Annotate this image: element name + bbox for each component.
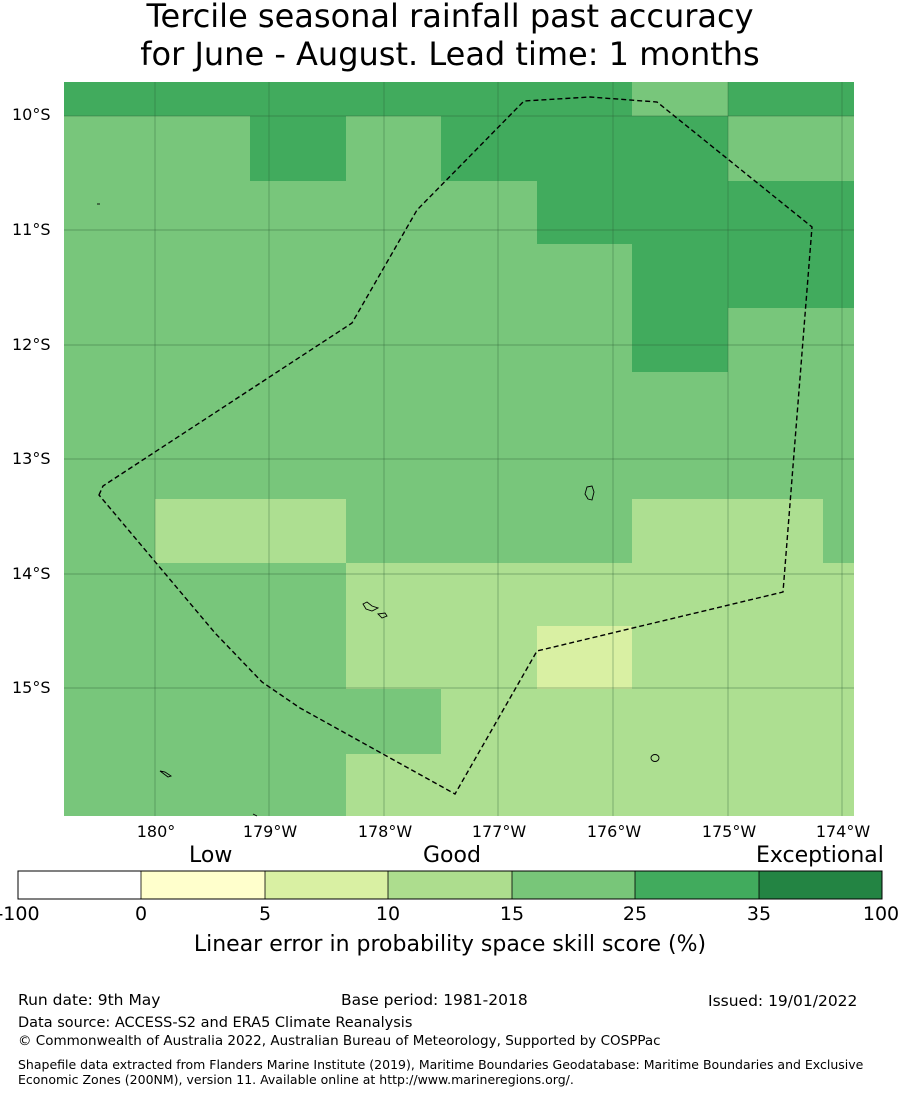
- lat-label-12s: 12°S: [12, 335, 51, 354]
- island-3: [377, 612, 388, 619]
- colorbar-category-exceptional: Exceptional: [756, 843, 884, 868]
- cell-central-dark-2: [632, 308, 728, 372]
- cell-top-light: [632, 82, 728, 116]
- colorbar-segment-3: [265, 871, 388, 899]
- colorbar-category-low: Low: [189, 843, 233, 868]
- cell-top-band: [64, 82, 632, 116]
- colorbar-segment-1: [18, 871, 141, 899]
- colorbar-tick: 10: [375, 903, 401, 925]
- skill-cells: [64, 82, 854, 816]
- cell-north-dark: [441, 116, 728, 181]
- cell-west-dark: [250, 116, 346, 181]
- lat-label-13s: 13°S: [12, 449, 51, 468]
- issued-date: Issued: 19/01/2022: [708, 992, 858, 1010]
- colorbar-tick: 5: [258, 903, 272, 925]
- cell-south-light-3: [632, 626, 854, 689]
- lon-label-178w: 178°W: [357, 822, 413, 841]
- lon-label-180: 180°: [136, 822, 176, 841]
- colorbar-tick: -100: [0, 903, 40, 925]
- cell-south-light: [346, 563, 854, 626]
- island-1: [584, 485, 595, 501]
- cell-south-light-5: [346, 754, 854, 816]
- colorbar-segment-5: [512, 871, 635, 899]
- colorbar-category-good: Good: [423, 843, 481, 868]
- island-4: [650, 754, 660, 762]
- cell-east-light: [632, 499, 823, 563]
- colorbar-tick: 35: [746, 903, 772, 925]
- colorbar-tick: 15: [499, 903, 525, 925]
- colorbar-segment-7: [759, 871, 882, 899]
- colorbar-tick: 25: [622, 903, 648, 925]
- chart-title-line-2: for June - August. Lead time: 1 months: [140, 35, 760, 73]
- copyright: © Commonwealth of Australia 2022, Austra…: [18, 1033, 661, 1049]
- lon-label-177w: 177°W: [471, 822, 527, 841]
- cell-south-light-2: [346, 626, 537, 689]
- lat-label-10s: 10°S: [12, 105, 51, 124]
- cell-top-right: [728, 82, 854, 116]
- lon-label-179w: 179°W: [242, 822, 298, 841]
- cell-central-dark: [632, 244, 728, 308]
- eez-boundary: [98, 96, 813, 795]
- colorbar-segment-6: [635, 871, 759, 899]
- colorbar-tick: 100: [862, 903, 900, 925]
- colorbar: [17, 870, 883, 900]
- graticule: [64, 82, 854, 816]
- island-2: [362, 601, 380, 612]
- cell-north-dark-2: [537, 181, 854, 244]
- lon-label-175w: 175°W: [701, 822, 757, 841]
- cell-south-light-4: [441, 689, 854, 754]
- base-period: Base period: 1981-2018: [341, 991, 528, 1009]
- cell-pale: [537, 626, 632, 689]
- lon-label-176w: 176°W: [586, 822, 642, 841]
- lat-label-14s: 14°S: [12, 564, 51, 583]
- cell-east-dark: [728, 244, 854, 308]
- island-7: [252, 813, 258, 817]
- lat-label-11s: 11°S: [12, 220, 51, 239]
- islands: [97, 203, 660, 817]
- shapefile-note: Shapefile data extracted from Flanders M…: [18, 1057, 864, 1087]
- colorbar-label: Linear error in probability space skill …: [193, 932, 707, 957]
- island-5: [159, 770, 173, 778]
- data-source: Data source: ACCESS-S2 and ERA5 Climate …: [18, 1015, 413, 1031]
- lat-label-15s: 15°S: [12, 678, 51, 697]
- colorbar-segment-2: [141, 871, 265, 899]
- run-date: Run date: 9th May: [18, 991, 161, 1009]
- colorbar-tick: 0: [134, 903, 148, 925]
- lon-label-174w: 174°W: [815, 822, 871, 841]
- chart-title-line-1: Tercile seasonal rainfall past accuracy: [146, 0, 754, 35]
- colorbar-segment-4: [388, 871, 512, 899]
- cell-west-light: [155, 499, 346, 563]
